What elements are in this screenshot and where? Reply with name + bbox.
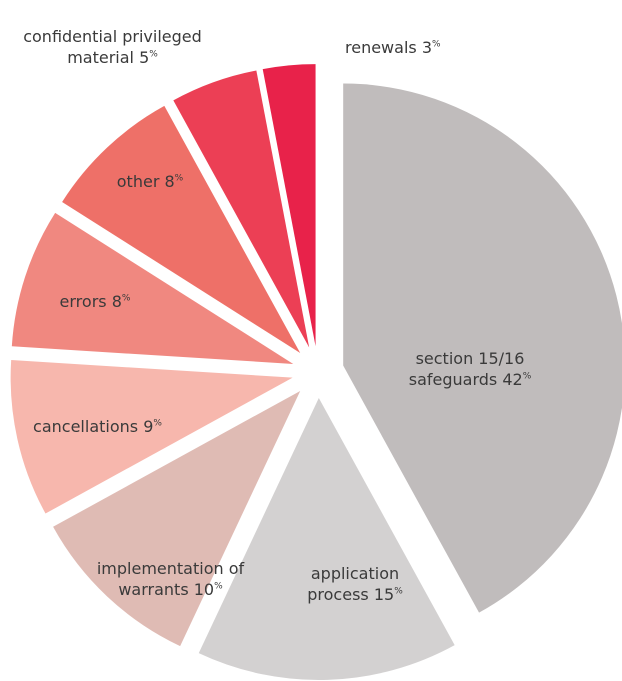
label-text: other 8% — [117, 172, 183, 193]
slice-label: cancellations 9% — [30, 395, 165, 460]
pie-slice — [173, 70, 310, 348]
label-text: errors 8% — [60, 292, 131, 313]
category-label: errors — [59, 292, 107, 312]
pie-slice — [11, 212, 294, 364]
value-label: 3 — [421, 37, 433, 57]
value-label: 15 — [373, 585, 395, 604]
label-box: confidential privileged material 5% — [0, 18, 225, 78]
slice-label: application process 15% — [290, 540, 420, 630]
value-label: 10 — [193, 580, 215, 599]
pie-slice — [343, 83, 622, 613]
category-label: renewals — [345, 37, 417, 57]
unit: % — [121, 293, 131, 304]
label-text: renewals 3% — [345, 38, 441, 59]
value-label: 42 — [502, 370, 523, 389]
category-label: confidential privileged material — [23, 27, 202, 67]
label-box: renewals 3% — [345, 28, 545, 68]
unit: % — [149, 49, 158, 60]
label-box: errors 8% — [35, 270, 155, 335]
value-label: 9 — [143, 417, 154, 437]
category-label: other — [116, 172, 160, 192]
slice-label: implementation of warrants 10% — [88, 535, 253, 625]
label-box: implementation of warrants 10% — [88, 535, 253, 625]
unit: % — [174, 173, 184, 184]
pie-slice — [62, 105, 301, 354]
value-label: 8 — [111, 292, 122, 312]
category-label: section 15/16 safeguards — [408, 349, 525, 389]
unit: % — [522, 371, 532, 382]
unit: % — [394, 586, 403, 597]
label-box: other 8% — [90, 150, 210, 215]
unit: % — [432, 39, 441, 50]
unit: % — [153, 418, 162, 429]
label-text: application process 15% — [290, 564, 420, 606]
label-box: section 15/16 safeguards 42% — [395, 320, 545, 420]
slice-label: errors 8% — [35, 270, 155, 335]
value-label: 8 — [164, 172, 175, 192]
slice-label: renewals 3% — [345, 28, 545, 68]
label-text: confidential privileged material 5% — [0, 27, 225, 69]
pie-slice — [10, 359, 293, 514]
unit: % — [214, 581, 223, 592]
category-label: cancellations — [33, 417, 139, 437]
label-box: cancellations 9% — [30, 395, 165, 460]
pie-slice — [53, 390, 301, 647]
slice-label: other 8% — [90, 150, 210, 215]
label-text: cancellations 9% — [33, 417, 162, 438]
pie-slice — [262, 64, 316, 347]
label-text: implementation of warrants 10% — [88, 559, 253, 601]
value-label: 5 — [139, 48, 150, 67]
category-label: application process — [307, 564, 400, 604]
slice-label: section 15/16 safeguards 42% — [395, 320, 545, 420]
pie-slice — [198, 397, 455, 680]
label-box: application process 15% — [290, 540, 420, 630]
label-text: section 15/16 safeguards 42% — [395, 349, 545, 391]
slice-label: confidential privileged material 5% — [0, 18, 225, 78]
category-label: implementation of warrants — [96, 559, 245, 599]
